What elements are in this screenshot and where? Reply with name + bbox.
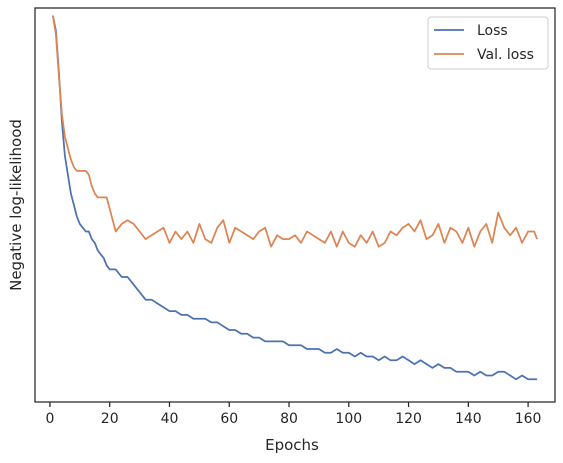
legend-label-loss: Loss: [477, 23, 508, 39]
x-axis-label: Epochs: [265, 436, 319, 454]
plot-frame: [34, 7, 556, 403]
series-line-loss: [52, 15, 538, 381]
x-tick-label: 0: [45, 411, 54, 427]
plot-lines: [52, 15, 538, 381]
x-tick-label: 20: [101, 411, 119, 427]
legend-label-val-loss: Val. loss: [477, 47, 534, 63]
x-tick-label: 100: [335, 411, 362, 427]
x-tick-label: 140: [455, 411, 482, 427]
x-tick-label: 40: [161, 411, 179, 427]
x-axis-ticks: 0 20 40 60 80 100 120 140 160: [45, 402, 541, 427]
x-tick-label: 160: [515, 411, 542, 427]
y-axis-label: Negative log-likelihood: [7, 119, 25, 291]
x-tick-label: 80: [280, 411, 298, 427]
x-tick-label: 120: [395, 411, 422, 427]
series-line-val-loss: [52, 15, 538, 248]
legend: Loss Val. loss: [427, 16, 549, 70]
x-tick-label: 60: [220, 411, 238, 427]
